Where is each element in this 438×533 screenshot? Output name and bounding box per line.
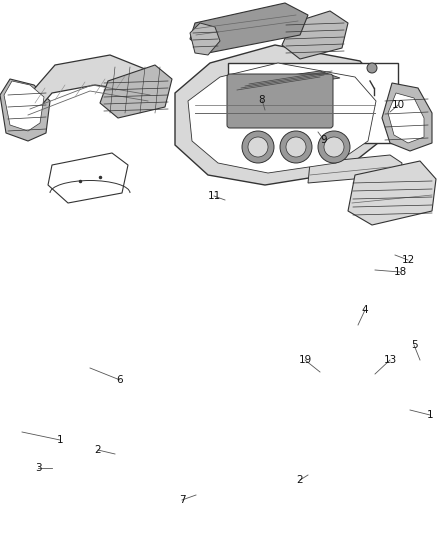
Circle shape — [318, 131, 350, 163]
Text: 18: 18 — [393, 267, 406, 277]
Circle shape — [248, 137, 268, 157]
Circle shape — [367, 63, 377, 73]
Text: 4: 4 — [362, 305, 368, 315]
Text: 3: 3 — [35, 463, 41, 473]
Polygon shape — [0, 79, 50, 141]
Text: 5: 5 — [411, 340, 417, 350]
Text: 9: 9 — [321, 135, 327, 145]
Circle shape — [280, 131, 312, 163]
Circle shape — [286, 137, 306, 157]
Polygon shape — [382, 83, 432, 151]
Polygon shape — [48, 153, 128, 203]
Polygon shape — [308, 155, 402, 183]
Circle shape — [242, 131, 274, 163]
Polygon shape — [348, 161, 436, 225]
Text: 19: 19 — [298, 355, 311, 365]
Polygon shape — [100, 65, 172, 118]
Text: 2: 2 — [297, 475, 303, 485]
Text: 2: 2 — [95, 445, 101, 455]
Polygon shape — [22, 55, 155, 121]
Text: 1: 1 — [57, 435, 64, 445]
Text: 1: 1 — [427, 410, 433, 420]
Polygon shape — [175, 45, 388, 185]
Text: 13: 13 — [383, 355, 397, 365]
Polygon shape — [190, 23, 220, 55]
Text: 6: 6 — [117, 375, 124, 385]
Polygon shape — [190, 3, 308, 53]
Polygon shape — [4, 81, 44, 131]
Circle shape — [324, 137, 344, 157]
Text: 11: 11 — [207, 191, 221, 201]
Bar — [228, 63, 398, 143]
Polygon shape — [235, 71, 340, 91]
FancyBboxPatch shape — [227, 74, 333, 128]
Polygon shape — [282, 11, 348, 59]
Text: 10: 10 — [392, 100, 405, 110]
Polygon shape — [388, 93, 424, 143]
Text: 7: 7 — [179, 495, 185, 505]
Text: 12: 12 — [401, 255, 415, 265]
Text: 8: 8 — [259, 95, 265, 105]
Polygon shape — [188, 63, 376, 173]
